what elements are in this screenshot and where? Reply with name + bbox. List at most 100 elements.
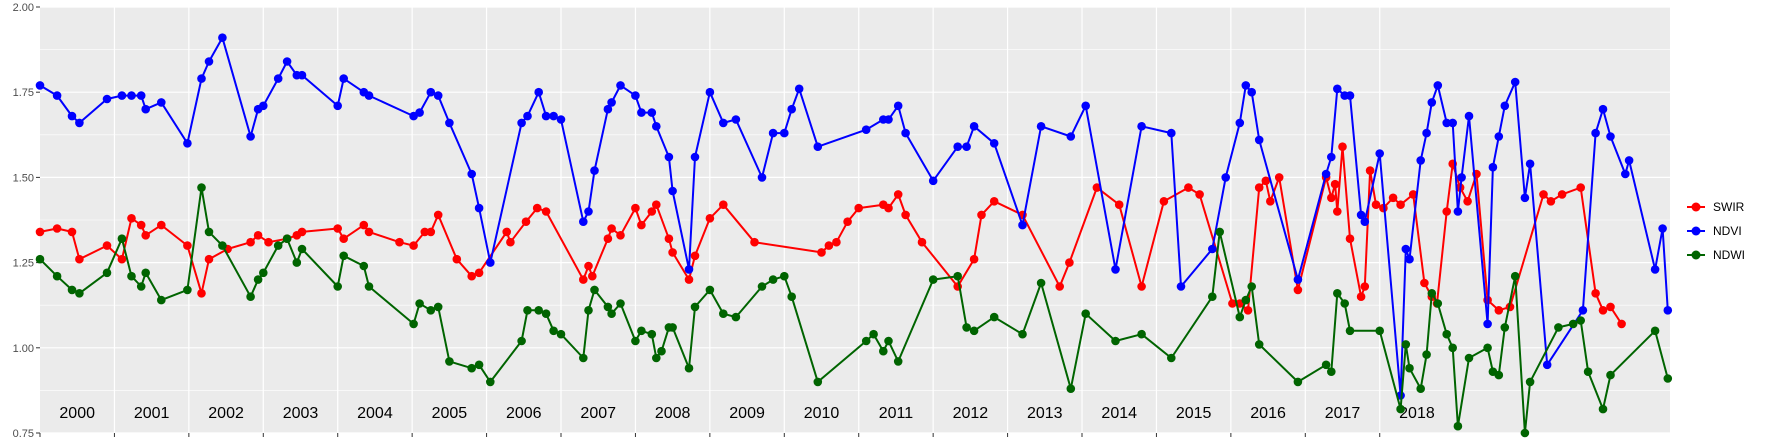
data-point (664, 234, 674, 243)
data-point (246, 237, 255, 247)
data-point (1520, 428, 1530, 438)
data-point (690, 152, 700, 162)
data-point (364, 227, 374, 237)
data-point (854, 203, 863, 213)
data-point (1483, 343, 1492, 353)
data-point (962, 323, 971, 332)
data-point (1055, 282, 1064, 291)
legend-item-ndwi: NDWI (1687, 248, 1745, 262)
year-label: 2017 (1325, 405, 1361, 422)
data-point (1433, 299, 1443, 308)
data-point (1416, 156, 1425, 165)
data-point (445, 118, 454, 128)
data-point (420, 227, 430, 237)
legend-key-marker (1691, 250, 1701, 260)
year-label: 2000 (59, 405, 95, 422)
data-point (532, 203, 542, 213)
data-point (1137, 282, 1146, 291)
data-point (67, 111, 77, 121)
data-point (1488, 162, 1498, 172)
data-point (1448, 343, 1457, 353)
y-axis: 0.75 1.00 1.25 1.50 1.75 2.00 (13, 2, 40, 440)
data-point (246, 292, 255, 302)
data-point (1420, 278, 1429, 288)
data-point (1338, 142, 1347, 151)
data-point (1658, 224, 1667, 233)
year-label: 2007 (580, 405, 616, 422)
data-point (1546, 197, 1556, 206)
data-point (1542, 360, 1552, 370)
data-point (1375, 149, 1384, 158)
data-point (969, 122, 979, 131)
data-point (523, 306, 532, 315)
data-point (127, 91, 136, 100)
data-point (506, 237, 515, 247)
data-point (780, 271, 789, 281)
data-point (359, 261, 369, 271)
data-point (664, 152, 674, 162)
data-point (1247, 282, 1256, 291)
data-point (445, 357, 454, 366)
data-point (637, 108, 646, 117)
data-point (1333, 84, 1342, 94)
data-point (1345, 91, 1355, 100)
data-point (52, 271, 62, 281)
data-point (1375, 326, 1384, 336)
data-point (297, 70, 307, 80)
data-point (588, 271, 597, 281)
data-point (1208, 244, 1217, 254)
data-point (467, 363, 477, 373)
data-point (1405, 363, 1414, 373)
data-point (534, 87, 543, 97)
data-point (486, 377, 495, 387)
data-point (1617, 319, 1626, 329)
data-point (333, 224, 343, 233)
data-point (1422, 128, 1431, 138)
data-point (969, 326, 979, 336)
data-point (579, 217, 588, 226)
data-point (705, 285, 715, 295)
data-point (1448, 118, 1457, 128)
data-point (893, 190, 903, 199)
data-point (364, 91, 374, 100)
data-point (1557, 190, 1567, 199)
data-point (1650, 326, 1660, 336)
data-point (719, 118, 728, 128)
data-point (136, 220, 146, 230)
data-point (75, 118, 84, 128)
data-point (1066, 384, 1076, 394)
data-point (1606, 132, 1615, 141)
data-point (684, 363, 694, 373)
legend-key-marker (1691, 226, 1701, 236)
data-point (1081, 101, 1090, 111)
data-point (861, 125, 871, 134)
data-point (969, 254, 979, 264)
data-point (1578, 306, 1588, 315)
data-point (474, 268, 484, 278)
data-point (1510, 271, 1520, 281)
data-point (901, 128, 910, 138)
data-point (1066, 132, 1076, 141)
data-point (768, 275, 778, 284)
data-point (1405, 254, 1414, 264)
data-point (1261, 176, 1271, 186)
data-point (1247, 87, 1256, 97)
data-point (1293, 275, 1303, 284)
year-label: 2005 (432, 405, 468, 422)
data-point (893, 101, 903, 111)
data-point (1208, 292, 1217, 302)
data-point (684, 265, 694, 274)
data-point (1568, 319, 1578, 329)
data-point (1442, 207, 1451, 216)
y-tick-label: 1.50 (13, 172, 34, 184)
data-point (1591, 128, 1600, 138)
data-point (35, 227, 45, 237)
data-point (813, 377, 823, 387)
data-point (607, 309, 616, 319)
data-point (584, 207, 593, 216)
data-point (1241, 295, 1251, 305)
data-point (35, 81, 45, 90)
data-point (157, 98, 166, 107)
data-point (652, 200, 661, 209)
data-point (1254, 135, 1264, 145)
